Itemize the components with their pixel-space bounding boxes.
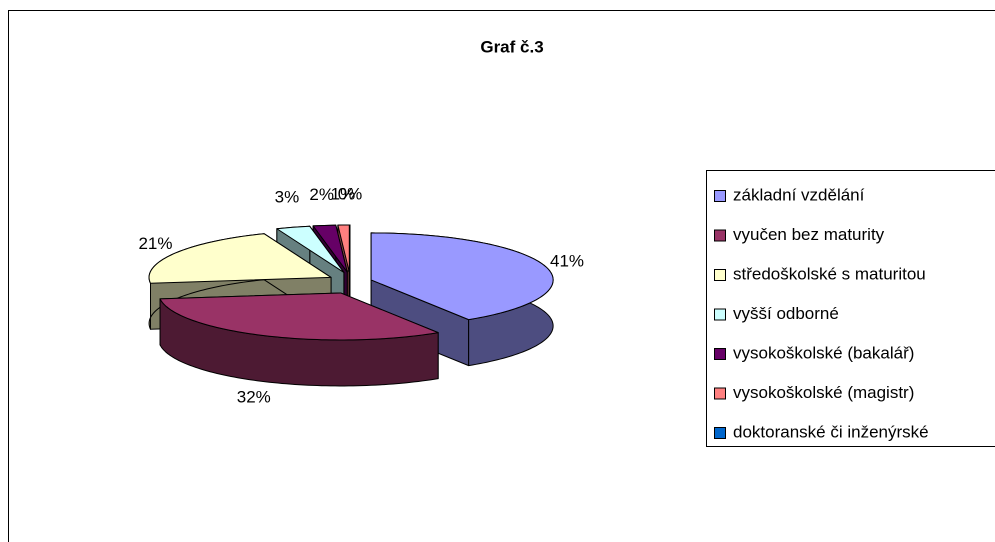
legend-box [706,170,995,447]
legend-swatch [714,229,726,242]
legend: základní vzdělání vyučen bez maturity stře… [706,170,995,447]
slice-top [148,233,332,284]
slice-top [337,224,350,273]
legend-swatch [714,387,726,400]
legend-label: základní vzdělání [733,185,865,204]
data-label: 1% [331,185,356,204]
data-label: 3% [275,188,300,207]
legend-label: středoškolské s maturitou [733,264,926,283]
data-label: 41% [550,251,584,270]
data-label: 32% [237,387,271,406]
legend-label: vyučen bez maturity [733,225,885,244]
slice-top [370,232,554,321]
data-label: 2% [309,185,334,204]
legend-swatch [714,269,726,281]
legend-label: doktoranské či inženýrské [733,422,929,441]
chart-title: Graf č.3 [480,37,543,56]
legend-swatch [714,348,726,360]
slice-top [159,292,439,341]
legend-swatch [714,308,726,321]
slice-top [276,225,345,273]
legend-swatch [714,427,726,439]
pie-slice [159,292,439,387]
data-label: 0% [338,184,363,203]
data-label: 21% [138,234,172,253]
legend-label: vysokoškolské (magistr) [733,383,914,402]
legend-swatch [714,190,726,202]
pie [148,224,554,387]
slice-top [312,224,348,273]
pie-slice [370,232,554,367]
legend-label: vyšší odborné [733,304,839,323]
legend-label: vysokoškolské (bakalář) [733,343,914,362]
